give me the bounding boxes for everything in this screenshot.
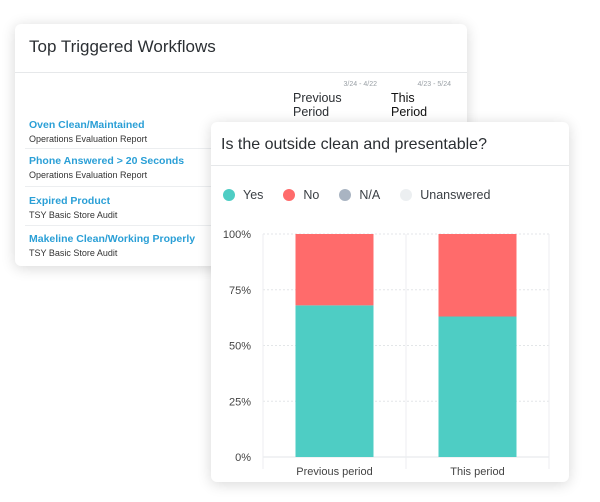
legend-dot-icon — [223, 189, 235, 201]
workflow-row[interactable]: Oven Clean/Maintained Operations Evaluat… — [29, 119, 459, 144]
row-divider — [25, 225, 225, 226]
y-tick-label: 75% — [229, 285, 251, 297]
workflow-report: TSY Basic Store Audit — [29, 248, 118, 258]
divider — [15, 72, 467, 73]
workflow-name-link[interactable]: Oven Clean/Maintained — [29, 119, 145, 131]
y-tick-label: 100% — [223, 229, 251, 241]
legend-item-unanswered[interactable]: Unanswered — [400, 188, 490, 202]
this-period-range: 4/23 - 5/24 — [417, 81, 451, 88]
legend-label: Unanswered — [420, 188, 491, 202]
y-tick-label: 0% — [235, 452, 251, 464]
previous-period-header: 3/24 - 4/22 Previous Period — [293, 81, 377, 119]
workflow-name-link[interactable]: Makeline Clean/Working Properly — [29, 233, 196, 245]
legend-dot-icon — [400, 189, 413, 201]
previous-period-label: Previous Period — [293, 91, 342, 119]
workflow-report: Operations Evaluation Report — [29, 170, 148, 180]
x-category-label: Previous period — [296, 466, 372, 478]
row-divider — [25, 186, 225, 187]
legend-item-na[interactable]: N/A — [339, 188, 380, 202]
workflow-row[interactable]: Expired Product TSY Basic Store Audit — [29, 195, 459, 220]
workflow-report: TSY Basic Store Audit — [29, 210, 118, 220]
chart-card-title: Is the outside clean and presentable? — [221, 136, 487, 153]
bar-segment-yes — [295, 305, 374, 457]
previous-period-range: 3/24 - 4/22 — [343, 81, 377, 88]
y-tick-label: 25% — [229, 396, 251, 408]
bar-segment-no — [295, 234, 374, 306]
legend-dot-icon — [283, 189, 296, 201]
legend-item-yes[interactable]: Yes — [223, 188, 263, 202]
row-divider — [25, 148, 225, 149]
this-period-label: This Period — [391, 91, 428, 119]
legend-label: N/A — [359, 188, 381, 202]
x-category-label: This period — [450, 466, 504, 478]
workflows-card-title: Top Triggered Workflows — [29, 37, 216, 56]
legend-label: No — [303, 188, 320, 202]
workflow-row[interactable]: Makeline Clean/Working Properly TSY Basi… — [29, 233, 459, 258]
this-period-header: 4/23 - 5/24 This Period — [391, 81, 451, 119]
bar-segment-yes — [438, 316, 517, 457]
workflow-name-link[interactable]: Expired Product — [29, 195, 111, 207]
chart-legend: Yes No N/A Unanswered — [223, 188, 510, 202]
legend-label: Yes — [243, 188, 264, 202]
divider — [211, 165, 569, 166]
legend-dot-icon — [339, 189, 352, 201]
workflow-report: Operations Evaluation Report — [29, 134, 148, 144]
legend-item-no[interactable]: No — [283, 188, 319, 202]
workflow-row[interactable]: Phone Answered > 20 Seconds Operations E… — [29, 155, 459, 180]
stacked-bar-chart: 0% 25% 50% 75% 100% Previous period This perio… — [223, 229, 550, 478]
bar-segment-no — [438, 234, 517, 317]
workflow-name-link[interactable]: Phone Answered > 20 Seconds — [29, 155, 185, 167]
question-chart-card: Is the outside clean and presentable? Ye… — [211, 122, 569, 482]
y-tick-label: 50% — [229, 341, 251, 353]
